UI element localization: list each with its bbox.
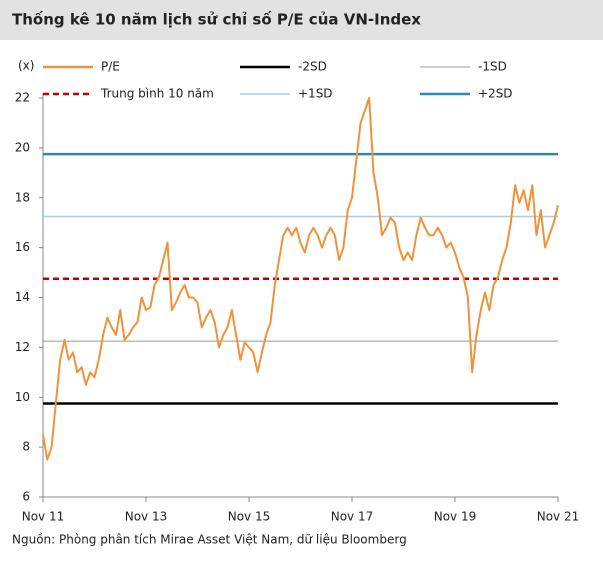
x-tick-label: Nov 11 [22,510,65,524]
x-tick-label: Nov 15 [228,510,271,524]
y-tick-label: 12 [15,340,30,354]
x-tick-label: Nov 21 [537,510,580,524]
legend-label: +2SD [478,87,513,101]
legend-label: P/E [101,60,120,74]
y-tick-label: 22 [15,91,30,105]
x-tick-label: Nov 19 [434,510,477,524]
y-tick-label: 18 [15,190,30,204]
y-tick-label: 10 [15,390,30,404]
y-tick-label: 6 [22,490,30,504]
y-tick-label: 20 [15,140,30,154]
source: Nguồn: Phòng phân tích Mirae Asset Việt … [12,533,407,547]
title-bar [0,0,603,40]
legend-label: -1SD [478,60,507,74]
y-tick-label: 16 [15,240,30,254]
y-tick-label: 14 [15,290,30,304]
x-tick-label: Nov 13 [125,510,168,524]
y-unit: (x) [18,59,34,73]
legend-label: Trung bình 10 năm [100,87,214,101]
x-tick-label: Nov 17 [331,510,374,524]
y-tick-label: 8 [22,440,30,454]
legend-label: +1SD [298,87,333,101]
line-series [42,97,559,461]
legend-label: -2SD [298,60,327,74]
chart-title: Thống kê 10 năm lịch sử chỉ số P/E của V… [12,10,421,29]
